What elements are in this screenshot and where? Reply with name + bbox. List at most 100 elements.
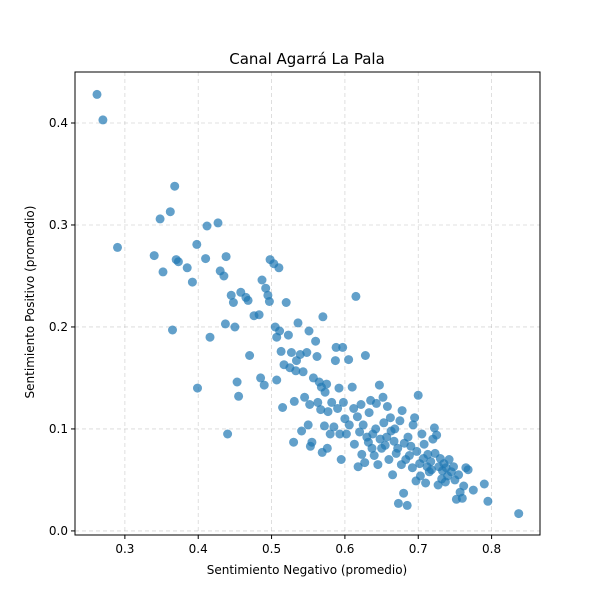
scatter-point <box>318 312 328 322</box>
scatter-point <box>278 403 288 412</box>
scatter-point <box>335 429 345 439</box>
scatter-point <box>382 402 392 411</box>
scatter-point <box>355 427 365 437</box>
x-tick-label: 0.3 <box>115 542 134 556</box>
scatter-point <box>98 115 108 125</box>
scatter-point <box>170 181 180 191</box>
scatter-point <box>281 298 291 307</box>
scatter-point <box>297 426 307 436</box>
scatter-point <box>421 478 431 488</box>
scatter-point <box>358 420 368 430</box>
scatter-point <box>349 439 359 449</box>
scatter-point <box>369 451 379 460</box>
scatter-point <box>316 405 326 415</box>
x-axis-label: Sentimiento Negativo (promedio) <box>207 563 408 577</box>
scatter-point <box>407 463 417 473</box>
scatter-point <box>192 239 202 249</box>
scatter-point <box>357 449 367 459</box>
scatter-point <box>202 221 212 231</box>
scatter-point <box>329 422 339 432</box>
y-axis-ticks: 0.0 0.1 0.2 0.3 0.4 <box>49 116 75 538</box>
scatter-point <box>378 392 388 402</box>
scatter-point <box>149 251 159 261</box>
scatter-point <box>193 383 202 393</box>
scatter-point <box>408 420 418 430</box>
scatter-point <box>313 397 323 407</box>
scatter-point <box>402 500 412 510</box>
scatter-point <box>393 498 403 508</box>
scatter-point <box>367 443 377 453</box>
scatter-point <box>291 366 301 376</box>
scatter-point <box>423 449 433 459</box>
scatter-point <box>417 429 427 439</box>
scatter-point <box>223 429 233 439</box>
scatter-point <box>322 379 332 389</box>
scatter-point <box>380 440 390 450</box>
scatter-point <box>226 290 236 300</box>
scatter-point <box>274 263 284 273</box>
scatter-point <box>254 310 264 320</box>
scatter-point <box>347 382 357 392</box>
scatter-point <box>182 263 192 273</box>
scatter-point <box>338 397 348 407</box>
data-points <box>92 89 524 519</box>
scatter-point <box>404 451 414 460</box>
scatter-point <box>322 443 332 453</box>
scatter-point <box>393 443 403 453</box>
scatter-point <box>349 404 359 413</box>
scatter-point <box>364 408 374 418</box>
scatter-point <box>221 252 231 262</box>
scatter-point <box>330 356 340 366</box>
scatter-point <box>334 383 344 393</box>
scatter-point <box>374 380 384 390</box>
scatter-point <box>468 485 478 495</box>
scatter-point <box>158 267 168 277</box>
scatter-point <box>331 342 341 352</box>
scatter-point <box>272 375 282 385</box>
scatter-point <box>344 355 354 365</box>
scatter-point <box>410 413 420 423</box>
scatter-point <box>395 416 405 426</box>
scatter-point <box>228 298 238 307</box>
scatter-point <box>259 380 269 390</box>
scatter-point <box>302 348 312 357</box>
x-tick-label: 0.8 <box>482 542 501 556</box>
y-tick-label: 0.2 <box>49 320 68 334</box>
scatter-point <box>256 373 266 383</box>
scatter-point <box>514 509 524 519</box>
y-tick-label: 0.3 <box>49 218 68 232</box>
scatter-point <box>320 387 330 397</box>
scatter-point <box>173 257 183 267</box>
scatter-point <box>397 406 407 416</box>
scatter-point <box>352 412 362 422</box>
scatter-point <box>406 441 416 451</box>
scatter-point <box>388 470 398 480</box>
scatter-point <box>257 275 267 285</box>
scatter-point <box>336 455 346 464</box>
scatter-point <box>220 319 230 329</box>
scatter-point <box>333 404 343 413</box>
scatter-point <box>205 332 215 342</box>
scatter-point <box>219 271 229 281</box>
scatter-point <box>187 277 197 287</box>
scatter-point <box>360 351 370 360</box>
x-axis-ticks: 0.3 0.4 0.5 0.6 0.7 0.8 <box>115 535 501 556</box>
scatter-point <box>243 295 253 305</box>
x-tick-label: 0.4 <box>189 542 208 556</box>
scatter-point <box>419 439 429 449</box>
scatter-point <box>479 479 489 489</box>
scatter-point <box>312 352 322 361</box>
scatter-point <box>385 413 395 423</box>
scatter-point <box>399 488 409 498</box>
scatter-point <box>351 291 361 301</box>
x-tick-label: 0.5 <box>262 542 281 556</box>
scatter-point <box>300 392 310 402</box>
scatter-point <box>293 318 303 328</box>
scatter-point <box>403 432 413 442</box>
y-tick-label: 0.1 <box>49 422 68 436</box>
y-axis-label: Sentimiento Positivo (promedio) <box>23 206 37 399</box>
scatter-point <box>155 214 165 224</box>
scatter-point <box>338 342 348 352</box>
scatter-point <box>483 496 493 506</box>
